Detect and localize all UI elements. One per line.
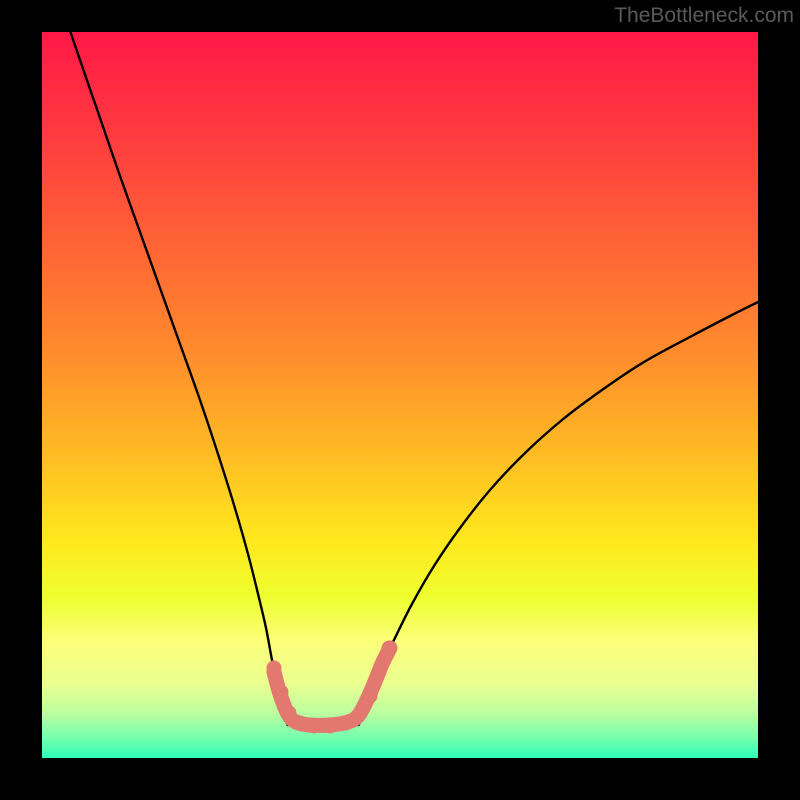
watermark-text: TheBottleneck.com (614, 4, 794, 28)
valley-dot (363, 689, 378, 704)
gradient-background (42, 32, 758, 758)
valley-dot (382, 641, 397, 656)
valley-dot (267, 661, 282, 676)
plot-area (42, 32, 758, 758)
valley-dot (372, 665, 387, 680)
valley-dot (274, 685, 289, 700)
valley-dot (293, 716, 308, 731)
valley-dot (351, 709, 366, 724)
valley-dot (323, 719, 338, 734)
valley-dot (307, 719, 322, 734)
chart-svg (42, 32, 758, 758)
